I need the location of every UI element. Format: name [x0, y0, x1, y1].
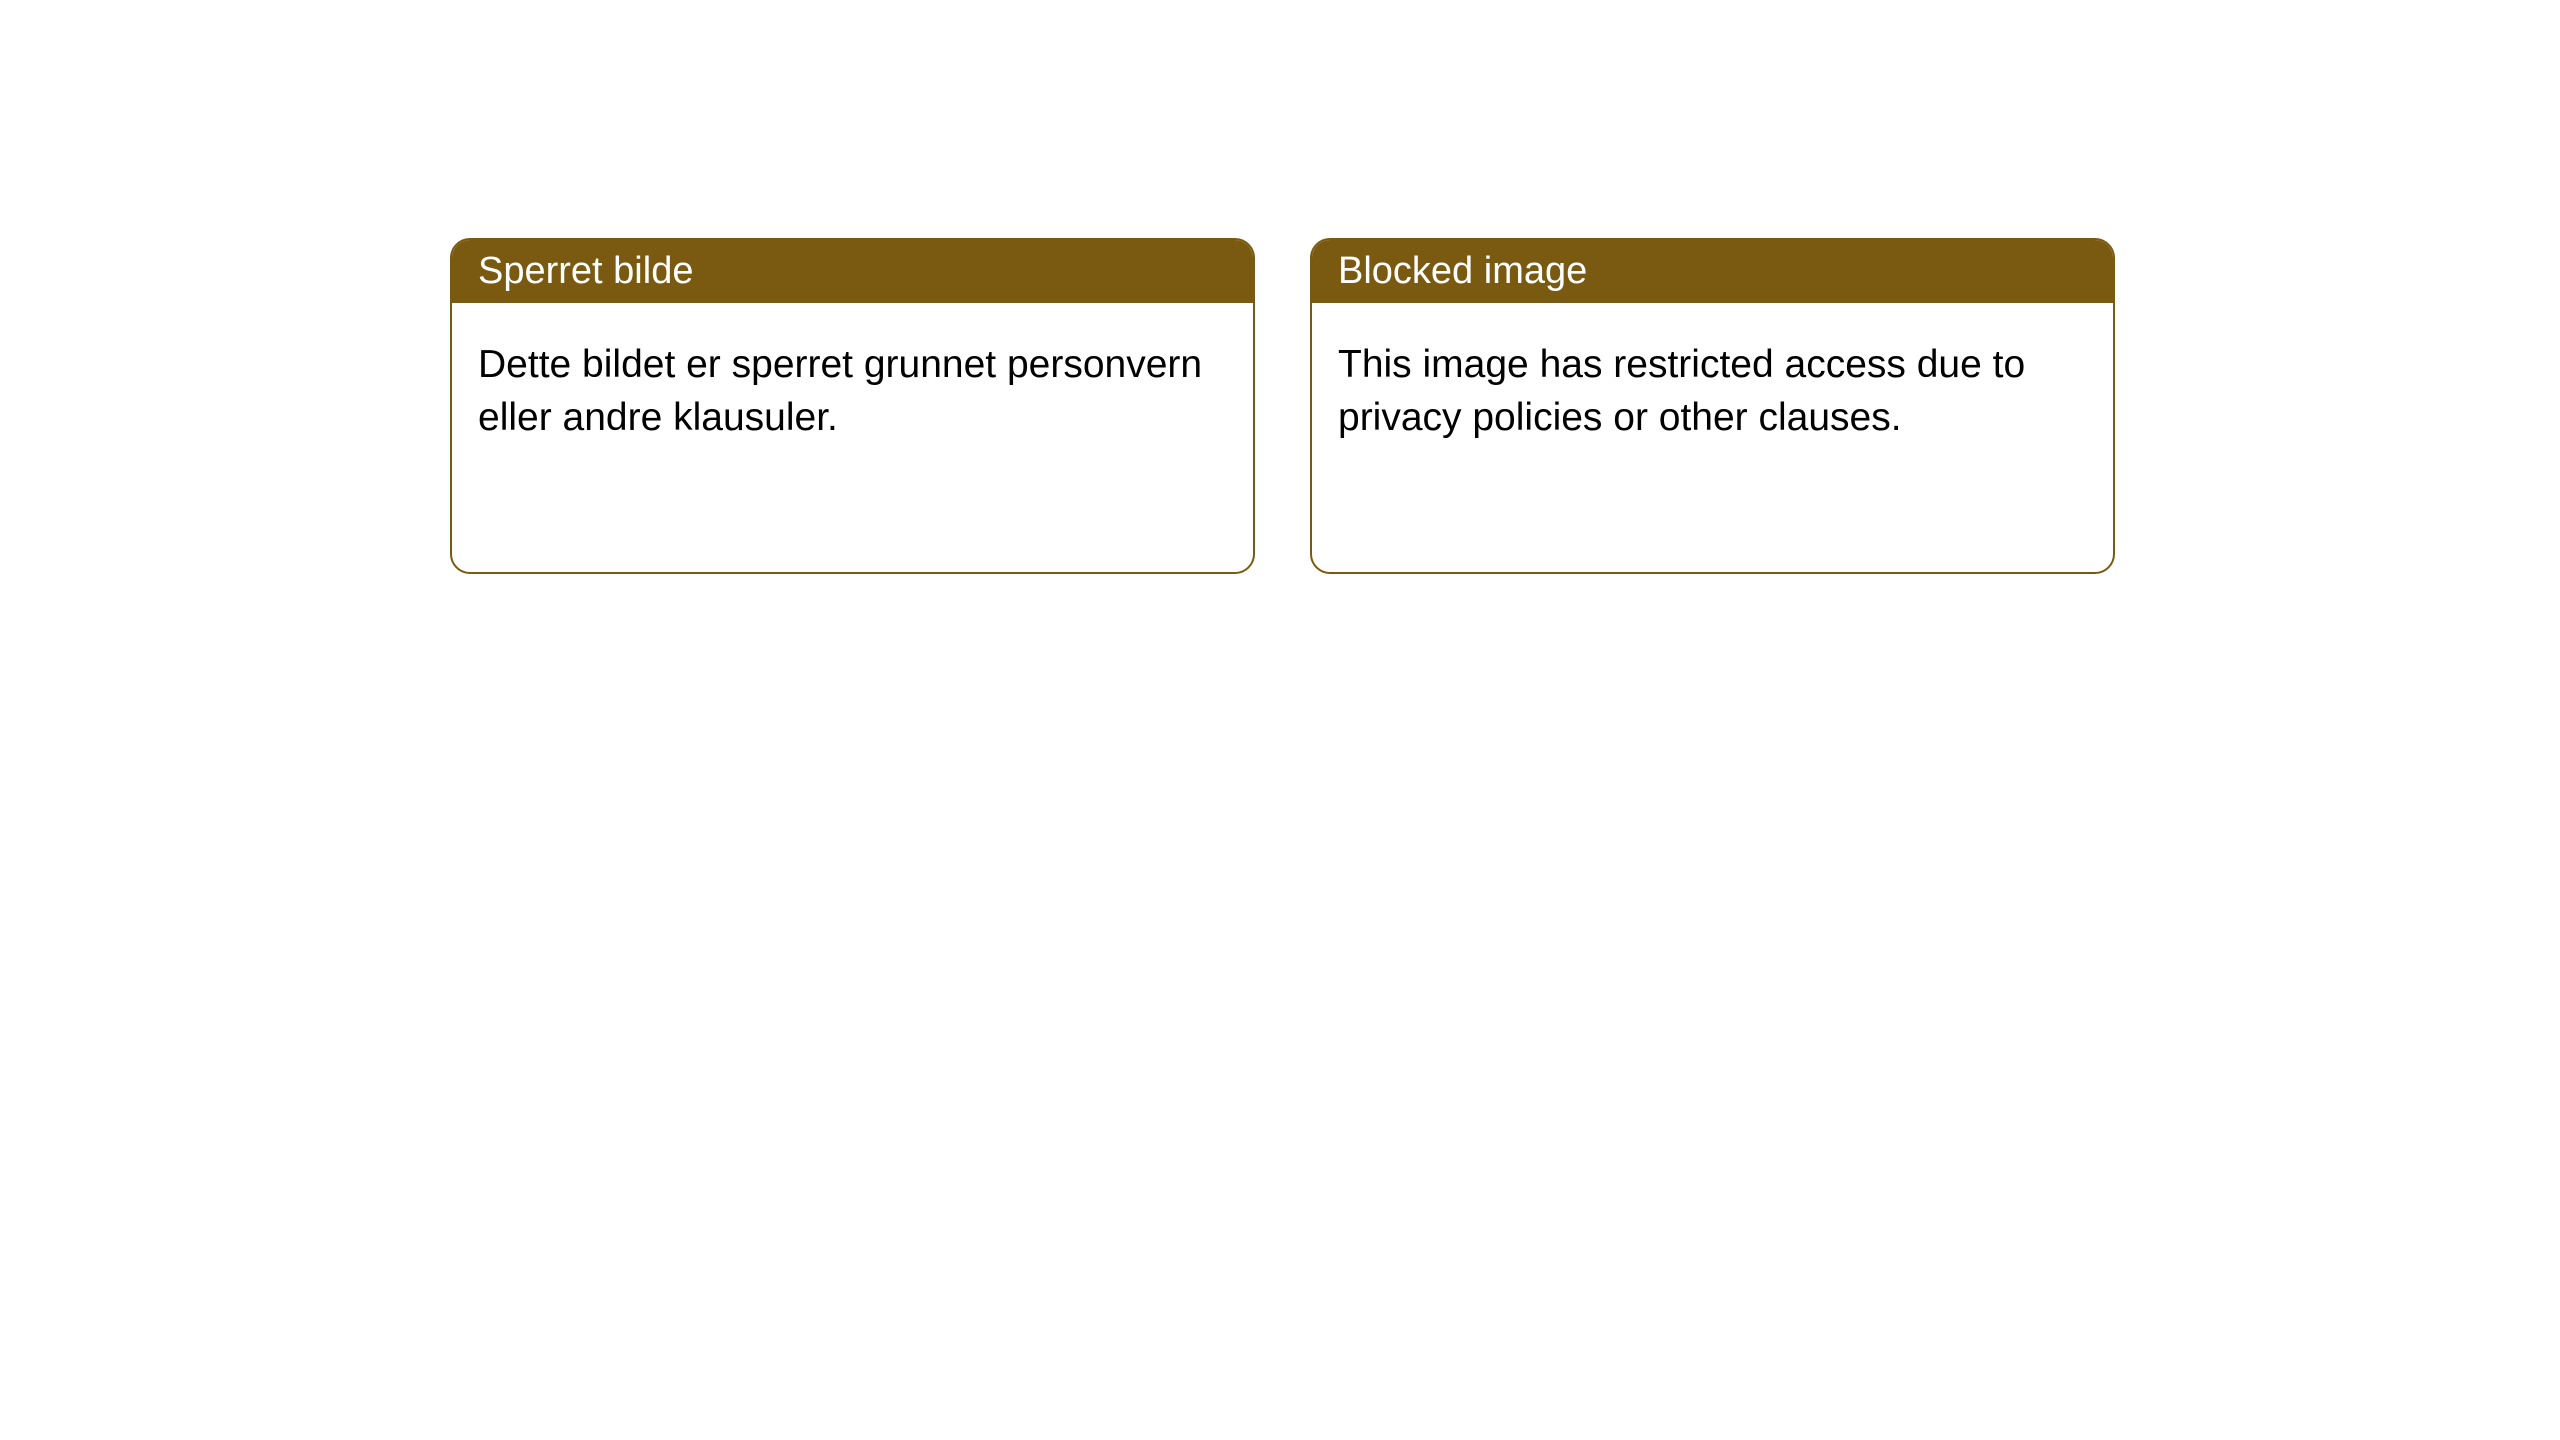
notice-header-english: Blocked image	[1312, 240, 2113, 303]
notice-body-english: This image has restricted access due to …	[1312, 303, 2113, 480]
notice-card-english: Blocked image This image has restricted …	[1310, 238, 2115, 574]
notice-header-norwegian: Sperret bilde	[452, 240, 1253, 303]
notice-container: Sperret bilde Dette bildet er sperret gr…	[0, 0, 2560, 574]
notice-body-norwegian: Dette bildet er sperret grunnet personve…	[452, 303, 1253, 480]
notice-card-norwegian: Sperret bilde Dette bildet er sperret gr…	[450, 238, 1255, 574]
